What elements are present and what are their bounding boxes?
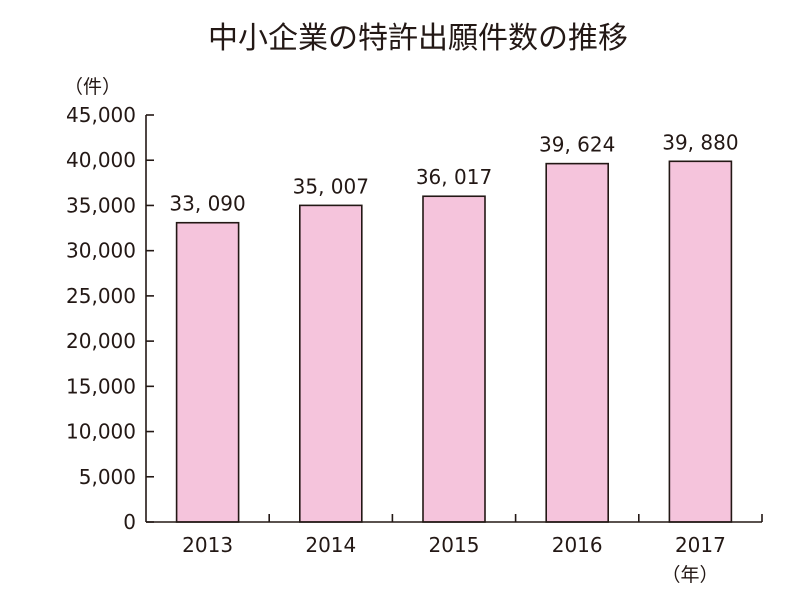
- axes: [145, 115, 762, 523]
- chart-title: 中小企業の特許出願件数の推移: [208, 21, 628, 56]
- bars: [175, 160, 733, 523]
- y-axis-ticks: 0 5,000 10,000 15,000 20,000 25,000 30,000 35,0…: [66, 103, 154, 534]
- data-label-2014: 35, 007: [293, 174, 369, 198]
- y-tick-label: 15,000: [66, 374, 136, 398]
- y-axis-unit-label: （件）: [64, 76, 121, 98]
- x-tick-label-2016: 2016: [552, 533, 603, 557]
- bar-2013: [175, 221, 240, 523]
- y-tick-label: 40,000: [66, 148, 136, 172]
- y-tick-label: 5,000: [79, 465, 136, 489]
- bar-2015: [422, 195, 486, 523]
- bar-2017: [668, 160, 733, 523]
- y-tick-label: 10,000: [66, 420, 136, 444]
- data-label-2016: 39, 624: [539, 133, 615, 157]
- bar-2014: [298, 204, 363, 523]
- x-tick-label-2015: 2015: [429, 533, 480, 557]
- x-axis-unit-label: （年）: [661, 564, 718, 586]
- y-tick-label: 45,000: [66, 103, 136, 127]
- y-tick-label: 25,000: [66, 284, 136, 308]
- data-label-2015: 36, 017: [416, 165, 492, 189]
- x-tick-label-2014: 2014: [305, 533, 356, 557]
- y-tick-label: 35,000: [66, 193, 136, 217]
- x-tick-label-2013: 2013: [182, 533, 233, 557]
- y-tick-label: 30,000: [66, 239, 136, 263]
- y-tick-label: 0: [123, 510, 136, 534]
- y-tick-label: 20,000: [66, 329, 136, 353]
- bar-2016: [545, 162, 610, 523]
- data-labels: 33, 090 35, 007 36, 017 39, 624 39, 880: [169, 130, 738, 215]
- x-axis-ticks: 2013 2014 2015 2016 2017: [182, 514, 763, 557]
- data-label-2017: 39, 880: [662, 130, 738, 154]
- x-tick-label-2017: 2017: [675, 533, 726, 557]
- data-label-2013: 33, 090: [169, 192, 245, 216]
